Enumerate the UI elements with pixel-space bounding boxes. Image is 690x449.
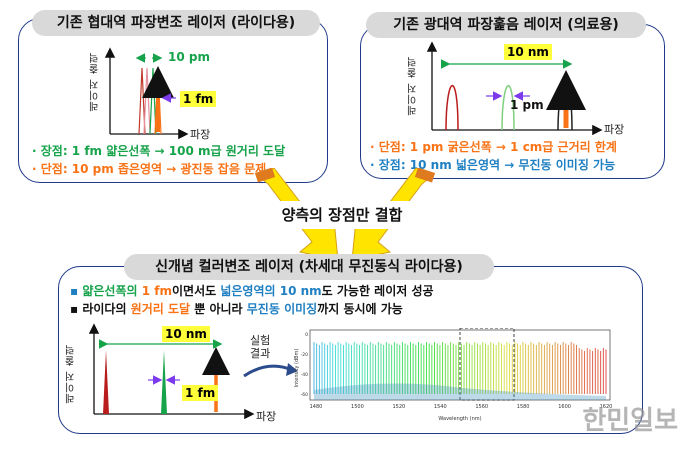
bullet2-part-c: 뿐 아니라: [190, 302, 247, 316]
spectrum-x-tick: 1600: [558, 404, 571, 410]
spectrum-x-tick: 1560: [475, 404, 488, 410]
color-peak-red: [103, 350, 109, 414]
narrow-peak-pink: [143, 67, 151, 135]
broad-peak-red: [445, 85, 459, 131]
spectrum-ylabel: Intensity (dBm): [294, 349, 300, 388]
color-modulation-graph: [88, 323, 255, 420]
spectrum-y-tick: -20: [301, 352, 308, 358]
bullet-square-black: ▪: [70, 302, 79, 316]
broadband-laser-title: 기존 광대역 파장훑음 레이저 (의료용): [366, 12, 646, 38]
spectrum-noise-floor: [314, 383, 606, 400]
bullet2-part-a: 라이다의: [82, 302, 131, 316]
spectrum-x-tick: 1520: [392, 404, 405, 410]
bullet2-part-e: 까지 동시에 가능: [317, 302, 403, 316]
color-width-label: 1 fm: [182, 385, 219, 401]
broadband-con: · 단점: 1 pm 굵은선폭 → 1 cm급 근거리 한계: [370, 140, 617, 154]
broadband-range-label: 10 nm: [504, 44, 552, 60]
broadband-x-axis-label: 파장: [604, 123, 625, 136]
spectrum-x-tick: 1580: [517, 404, 530, 410]
bullet1-part-f: 도 가능한 레이저 성공: [321, 284, 434, 298]
bullet1-part-c: 이면서도: [171, 284, 221, 298]
color-modulation-laser-title: 신개념 컬러변조 레이저 (차세대 무진동식 라이다용): [124, 254, 494, 280]
spectrum-zoom-box: [459, 328, 515, 401]
narrowband-con: · 단점: 10 pm 좁은영역 → 광진동 잡음 문제: [32, 162, 267, 176]
broadband-y-axis-label: 레이저 출력: [408, 56, 419, 116]
bullet1-part-e: 10 nm: [279, 284, 322, 298]
narrowband-y-axis-label: 레이저 출력: [90, 52, 101, 112]
combine-label: 양측의 장점만 결합: [258, 201, 426, 229]
narrowband-laser-panel: [18, 18, 328, 183]
bottom-bullet-2: ▪ 라이다의 원거리 도달 뿐 아니라 무진동 이미징까지 동시에 가능: [70, 300, 403, 317]
spectrum-y-tick: -40: [301, 372, 308, 378]
spectrum-x-tick: 1500: [351, 404, 364, 410]
bullet1-part-b: 1 fm: [141, 284, 172, 298]
bullet1-part-a: 얇은선폭의: [82, 284, 142, 298]
bullet2-part-b: 원거리 도달: [130, 302, 191, 316]
spectrum-x-tick: 1480: [310, 404, 323, 410]
color-range-label: 10 nm: [162, 326, 210, 342]
narrowband-x-axis-label: 파장: [190, 128, 211, 141]
color-y-axis-label: 레이저 출력: [66, 344, 77, 404]
watermark: 한민일보: [582, 406, 678, 436]
spectrum-y-tick: -60: [301, 392, 308, 398]
narrowband-laser-title: 기존 협대역 파장변조 레이저 (라이다용): [32, 10, 320, 36]
broadband-spectrum-graph: [426, 41, 603, 136]
narrowband-width-label: 1 fm: [180, 91, 217, 107]
experiment-arrow: [243, 363, 298, 378]
narrowband-spectrum-graph: [104, 47, 189, 140]
bullet1-part-d: 넓은영역의: [220, 284, 280, 298]
broad-peak-green: [501, 85, 515, 131]
experiment-spectrum-plot: 1480 1500 1520 1540 1560 1580 1600 1620 0 -20 -40…: [294, 328, 613, 422]
color-x-axis-label: 파장: [256, 410, 277, 423]
spectrum-x-tick: 1540: [434, 404, 447, 410]
narrowband-range-label: 10 pm: [168, 50, 210, 64]
bottom-bullet-1: ▪ 얇은선폭의 1 fm이면서도 넓은영역의 10 nm도 가능한 레이저 성공: [70, 282, 434, 299]
broadband-width-label: 1 pm: [510, 98, 544, 112]
narrowband-pro: · 장점: 1 fm 얇은선폭 → 100 m급 원거리 도달: [32, 144, 286, 158]
spectrum-y-tick: 0: [305, 332, 308, 338]
spectrum-x-tick: 1620: [600, 404, 613, 410]
broadband-pro: · 장점: 10 nm 넓은영역 → 무진동 이미징 가능: [370, 158, 616, 172]
color-peak-green: [161, 350, 167, 414]
color-modulation-title-text: 신개념 컬러변조 레이저 (차세대 무진동식 라이다용): [155, 259, 463, 275]
experiment-result-label: 실험 결과: [250, 334, 271, 360]
spectrum-xlabel: Wavelength (nm): [438, 416, 481, 422]
bullet2-part-d: 무진동 이미징: [246, 302, 318, 316]
bullet-square-blue: ▪: [70, 284, 79, 298]
